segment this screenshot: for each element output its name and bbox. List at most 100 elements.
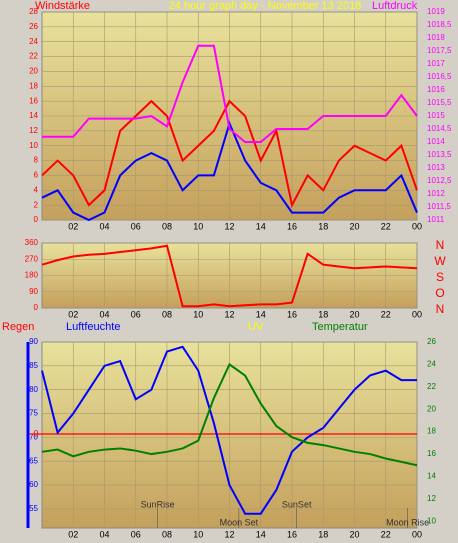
y-tick-label: 80 — [29, 385, 38, 394]
x-tick-label: 22 — [381, 529, 391, 539]
y-tick-label: 4 — [34, 185, 39, 194]
y-tick-label: 75 — [29, 409, 38, 418]
y-tick-label: 10 — [29, 141, 38, 150]
y2-tick-label: 24 — [427, 360, 436, 369]
x-tick-label: 08 — [162, 529, 172, 539]
x-tick-label: 16 — [287, 529, 297, 539]
x-tick-label: 10 — [193, 529, 203, 539]
y2-tick-label: 20 — [427, 404, 436, 413]
x-tick-label: 02 — [68, 529, 78, 539]
x-tick-label: 04 — [99, 221, 109, 231]
series-line — [41, 244, 418, 308]
y-tick-label: 70 — [29, 432, 38, 441]
x-tick-label: 06 — [131, 309, 141, 319]
y-tick-label: 60 — [29, 480, 38, 489]
y2-tick-label: 1012,5 — [427, 176, 452, 185]
y2-tick-label: 1015 — [427, 111, 445, 120]
x-tick-label: 10 — [193, 309, 203, 319]
y2-tick-label: 26 — [427, 337, 436, 346]
x-tick-label: 16 — [287, 309, 297, 319]
y-axis-label: Windstärke — [35, 0, 90, 12]
x-tick-label: 00 — [412, 221, 422, 231]
x-tick-label: 18 — [318, 309, 328, 319]
x-tick-label: 08 — [162, 221, 172, 231]
y2-tick-label: 18 — [427, 427, 436, 436]
y-tick-label: 22 — [29, 52, 38, 61]
series-line — [41, 362, 418, 467]
compass-label: N — [436, 302, 445, 316]
y2-tick-label: 1018,5 — [427, 20, 452, 29]
x-tick-label: 20 — [349, 221, 359, 231]
y2-tick-label: 1013,5 — [427, 150, 452, 159]
x-tick-label: 06 — [131, 529, 141, 539]
y2-tick-label: 22 — [427, 382, 436, 391]
y-tick-label: 12 — [29, 126, 38, 135]
x-tick-label: 14 — [256, 529, 266, 539]
x-tick-label: 12 — [224, 529, 234, 539]
x-tick-label: 14 — [256, 309, 266, 319]
y-tick-label: 2 — [34, 200, 39, 209]
annotation: SunRise — [141, 499, 175, 509]
y2-tick-label: 1017,5 — [427, 46, 452, 55]
compass-label: W — [434, 254, 446, 268]
y-tick-label: 90 — [29, 287, 38, 296]
x-tick-label: 00 — [412, 309, 422, 319]
y2-tick-label: 1012 — [427, 189, 445, 198]
y2-tick-label: 1014,5 — [427, 124, 452, 133]
x-tick-label: 12 — [224, 309, 234, 319]
x-tick-label: 04 — [99, 309, 109, 319]
y-tick-label: 180 — [25, 271, 39, 280]
x-tick-label: 08 — [162, 309, 172, 319]
series-line — [41, 345, 417, 515]
y-tick-label: 14 — [29, 111, 38, 120]
y2-tick-label: 1015,5 — [427, 98, 452, 107]
y-tick-label: 18 — [29, 81, 38, 90]
x-tick-label: 00 — [412, 529, 422, 539]
y2-tick-label: 1013 — [427, 163, 445, 172]
chart-title: 24 hour graph day - November 13 2018 — [169, 0, 362, 12]
x-tick-label: 04 — [99, 529, 109, 539]
y-tick-label: 16 — [29, 96, 38, 105]
y2-tick-label: 1016 — [427, 85, 445, 94]
y-tick-label: 0 — [34, 215, 39, 224]
uv-label: UV — [248, 321, 264, 333]
x-tick-label: 02 — [68, 221, 78, 231]
x-tick-label: 22 — [381, 309, 391, 319]
y-tick-label: 26 — [29, 22, 38, 31]
x-tick-label: 18 — [318, 529, 328, 539]
y2-tick-label: 1011 — [427, 215, 445, 224]
x-tick-label: 18 — [318, 221, 328, 231]
x-tick-label: 02 — [68, 309, 78, 319]
y2-tick-label: 1017 — [427, 59, 445, 68]
compass-label: N — [436, 238, 445, 252]
y-tick-label: 20 — [29, 67, 38, 76]
y-tick-label: 55 — [29, 504, 38, 513]
annotation: Moon Rise — [386, 517, 429, 527]
series-line — [41, 120, 418, 222]
y2-tick-label: 1019 — [427, 7, 445, 16]
y2-tick-label: 10 — [427, 516, 436, 525]
x-tick-label: 22 — [381, 221, 391, 231]
y-tick-label: 0 — [34, 303, 39, 312]
y-tick-label: 28 — [29, 7, 38, 16]
compass-label: S — [436, 270, 444, 284]
x-tick-label: 12 — [224, 221, 234, 231]
y-tick-label: 270 — [25, 254, 39, 263]
annotation: Moon Set — [220, 517, 259, 527]
y-tick-label: 24 — [29, 37, 38, 46]
y-tick-label: 8 — [34, 156, 39, 165]
x-tick-label: 10 — [193, 221, 203, 231]
y2-tick-label: 1011,5 — [427, 202, 451, 211]
y-tick-label: 90 — [29, 337, 38, 346]
rain-label: Regen — [2, 321, 34, 333]
y-tick-label: 65 — [29, 456, 38, 465]
y2-tick-label: 14 — [427, 472, 436, 481]
y2-tick-label: 12 — [427, 494, 436, 503]
x-tick-label: 16 — [287, 221, 297, 231]
x-tick-label: 20 — [349, 529, 359, 539]
y-tick-label: 85 — [29, 361, 38, 370]
y2-tick-label: 1014 — [427, 137, 445, 146]
y2-tick-label: 16 — [427, 449, 436, 458]
